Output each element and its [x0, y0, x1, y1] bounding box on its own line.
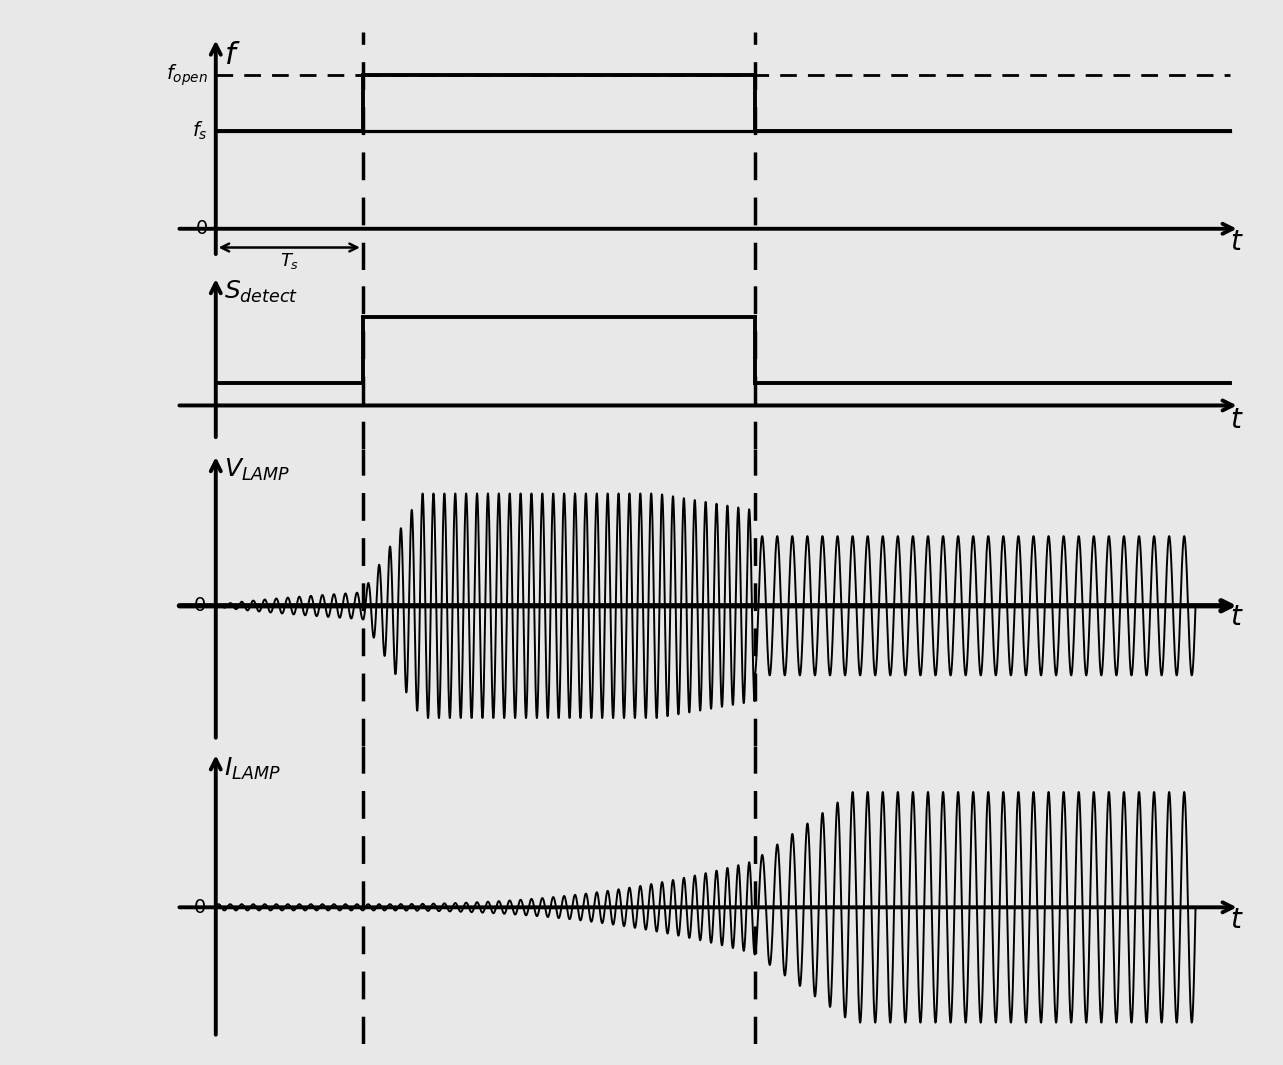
Text: $t$: $t$ [1230, 406, 1243, 435]
Text: $t$: $t$ [1230, 228, 1243, 256]
Text: $V_{LAMP}$: $V_{LAMP}$ [223, 457, 290, 482]
Text: $I_{LAMP}$: $I_{LAMP}$ [223, 756, 280, 783]
Text: $t$: $t$ [1230, 905, 1243, 934]
Text: $t$: $t$ [1230, 603, 1243, 630]
Text: $f_s$: $f_s$ [192, 120, 208, 143]
Text: $S_{detect}$: $S_{detect}$ [223, 279, 298, 305]
Text: $f$: $f$ [223, 42, 240, 70]
Text: $0$: $0$ [192, 596, 207, 616]
Text: $0$: $0$ [195, 219, 208, 239]
Text: $f_{open}$: $f_{open}$ [166, 63, 208, 87]
Text: $T_s$: $T_s$ [280, 250, 299, 271]
Text: $0$: $0$ [192, 898, 207, 917]
